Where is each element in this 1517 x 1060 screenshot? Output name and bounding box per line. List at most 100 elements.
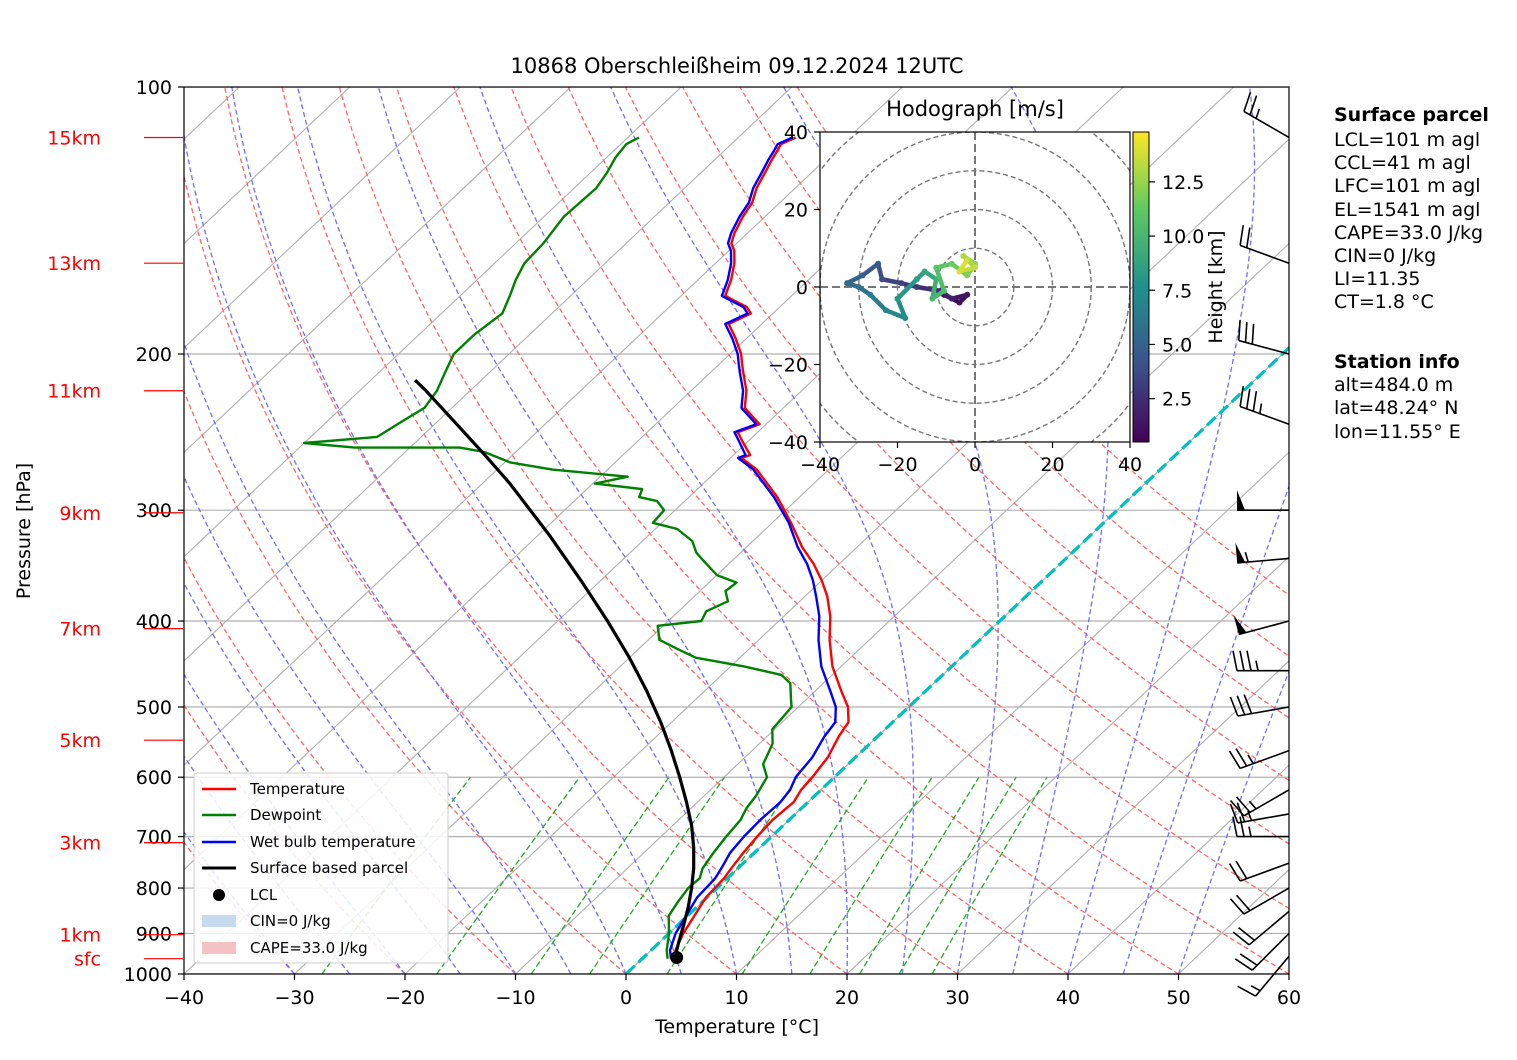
wind-barb <box>1239 386 1290 425</box>
wind-barb <box>1234 932 1290 971</box>
moist-adiabat <box>184 581 461 974</box>
hodograph-x-tick-label: −20 <box>877 454 917 476</box>
legend: Temperature Dewpoint Wet bulb temperatur… <box>193 772 449 964</box>
hodograph-x-tick-label: 0 <box>969 454 981 476</box>
surface-parcel-info: Surface parcel LCL=101 m agl CCL=41 m ag… <box>1334 104 1489 313</box>
wind-barbs <box>1228 91 1290 997</box>
dry-adiabat <box>338 87 1069 974</box>
station-info-line: lat=48.24° N <box>1334 397 1458 419</box>
wind-barb <box>1229 802 1290 824</box>
y-tick-label: 800 <box>136 878 172 900</box>
hodograph-inset: Hodograph [m/s] −40−40 −20 −20 0 0 20 20 40 40 2… <box>768 97 1227 476</box>
hodograph-point <box>960 253 967 259</box>
height-label: 3km <box>59 833 101 855</box>
x-tick-label: −30 <box>274 987 314 1009</box>
hodograph-point <box>929 295 936 302</box>
moist-adiabat <box>297 87 738 974</box>
mixing-ratio-line <box>436 776 581 974</box>
hodograph-point <box>855 284 862 290</box>
wind-barb <box>1237 320 1290 355</box>
hodograph-y-tick-label: 20 <box>784 200 808 222</box>
hodograph-point <box>956 268 963 275</box>
hodograph-point <box>941 287 947 294</box>
y-tick-label: 400 <box>136 611 172 633</box>
wind-barb <box>1232 816 1289 838</box>
sounding-series <box>303 136 850 964</box>
y-tick-label: 500 <box>136 697 172 719</box>
x-tick-label: −10 <box>495 987 535 1009</box>
isotherm <box>736 451 1289 974</box>
hodograph-segment <box>934 265 947 294</box>
legend-label-cape: CAPE=33.0 J/kg <box>250 939 368 957</box>
moist-adiabat <box>184 341 572 974</box>
hodograph-segment <box>860 261 881 278</box>
hodograph-point <box>859 272 866 279</box>
moist-adiabat <box>184 132 627 974</box>
wind-barb <box>1228 748 1290 770</box>
height-label: 15km <box>47 127 101 149</box>
wind-barb <box>1228 860 1290 882</box>
y-tick-label: 300 <box>136 500 172 522</box>
hodograph-segment <box>895 277 920 301</box>
wind-barb <box>1239 225 1290 264</box>
moist-adiabat <box>184 673 406 974</box>
legend-label-parcel: Surface based parcel <box>250 859 408 877</box>
mixing-ratio-line <box>809 776 933 974</box>
surface-parcel-line: EL=1541 m agl <box>1334 199 1480 221</box>
x-axis-label: Temperature [°C] <box>654 1016 819 1038</box>
mixing-ratio-line <box>741 776 869 974</box>
lcl-marker <box>670 950 684 964</box>
mixing-ratio-line <box>666 776 799 974</box>
surface-parcel-line: CT=1.8 °C <box>1334 291 1434 313</box>
hodograph-point <box>921 268 928 275</box>
hodograph-ticks: −40−40 −20 −20 0 0 20 20 40 40 <box>768 122 1142 476</box>
hodograph-point <box>913 276 920 283</box>
hodograph-background <box>820 132 1130 442</box>
legend-label-dewpoint: Dewpoint <box>250 806 321 824</box>
colorbar-tick-label: 5.0 <box>1162 334 1192 356</box>
moist-adiabat <box>1177 669 1289 974</box>
height-label: 1km <box>59 925 101 947</box>
x-tick-label: −40 <box>164 987 204 1009</box>
dewpoint-line <box>303 136 793 959</box>
hodograph-segment <box>879 277 904 286</box>
surface-parcel-line: CAPE=33.0 J/kg <box>1334 222 1483 244</box>
wind-barb <box>1229 694 1290 717</box>
zero-isotherm-line <box>624 345 1289 974</box>
y-tick-label: 700 <box>136 827 172 849</box>
isotherm <box>846 555 1289 974</box>
height-label: 11km <box>47 381 101 403</box>
x-tick-label: 10 <box>724 987 748 1009</box>
moist-adiabat <box>231 87 682 974</box>
moist-adiabat <box>184 475 517 974</box>
x-tick-label: 60 <box>1277 987 1301 1009</box>
colorbar-tick-label: 2.5 <box>1162 389 1192 411</box>
colorbar-tick-label: 12.5 <box>1162 172 1204 194</box>
legend-swatch-cin <box>202 915 236 927</box>
chart-title: 10868 Oberschleißheim 09.12.2024 12UTC <box>511 54 964 78</box>
surface-parcel-line: CIN=0 J/kg <box>1334 245 1436 267</box>
hodograph-colorbar <box>1132 131 1150 443</box>
mixing-ratio-line <box>589 776 726 974</box>
legend-marker-lcl <box>213 889 225 901</box>
wind-barb <box>1232 910 1290 946</box>
wind-barb <box>1235 543 1290 564</box>
moist-adiabat <box>1067 87 1256 974</box>
legend-swatch-cape <box>202 942 236 954</box>
hodograph-point <box>879 276 885 283</box>
x-axis-ticks: −40 −30 −20 −10 0 10 20 30 40 50 60 <box>164 974 1301 1009</box>
mixing-ratio-line <box>859 776 980 974</box>
hodograph-point <box>933 264 940 271</box>
x-tick-label: 40 <box>1056 987 1080 1009</box>
surface-parcel-title: Surface parcel <box>1334 104 1489 126</box>
x-tick-label: 50 <box>1166 987 1190 1009</box>
legend-label-wetbulb: Wet bulb temperature <box>250 833 416 851</box>
height-label: 7km <box>59 619 101 641</box>
zero-isotherm <box>624 345 1289 974</box>
hodograph-point <box>913 284 920 290</box>
isotherm <box>184 87 793 662</box>
mixing-ratio-line <box>931 776 1048 974</box>
hodograph-grid <box>820 132 1130 442</box>
wind-barb <box>1237 490 1289 512</box>
